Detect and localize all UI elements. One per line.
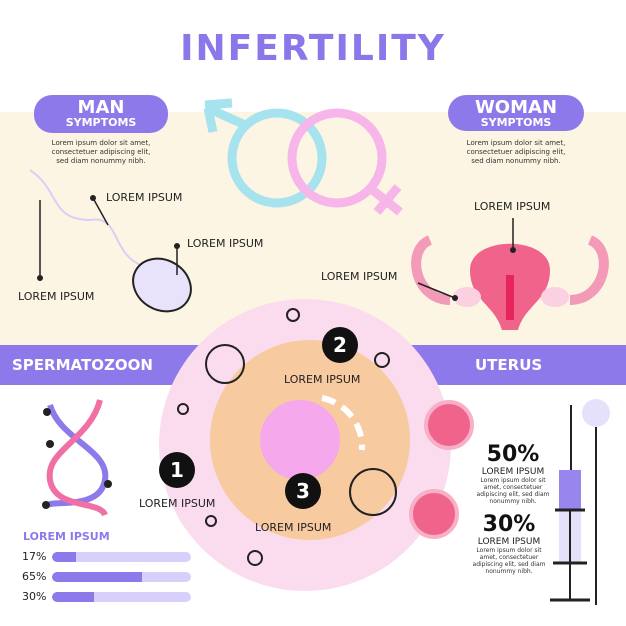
ring xyxy=(205,515,217,527)
man-label: LOREM IPSUM xyxy=(18,290,95,303)
progress-bar-fill xyxy=(52,572,143,582)
text-line: adipiscing elit, sed diam xyxy=(472,561,546,568)
ring xyxy=(374,352,390,368)
progress-bar xyxy=(52,572,191,582)
bar-percent-label: 17% xyxy=(22,550,47,563)
stat-label: LOREM IPSUM xyxy=(477,537,541,547)
woman-label: LOREM IPSUM xyxy=(474,200,551,213)
step-1-badge: 1 xyxy=(159,452,195,488)
dna-icon xyxy=(42,399,112,517)
progress-bar xyxy=(52,552,191,562)
page-title: INFERTILITY xyxy=(180,28,446,69)
ring xyxy=(205,344,245,384)
male-symbol-icon xyxy=(203,98,327,208)
ring xyxy=(247,550,263,566)
woman-description: Lorem ipsum dolor sit amet, consectetuer… xyxy=(440,139,592,166)
step-3-badge: 3 xyxy=(285,473,321,509)
stat-label: LOREM IPSUM xyxy=(481,467,545,477)
man-symptoms-pill: MAN SYMPTOMS xyxy=(34,95,168,133)
step-1-label: LOREM IPSUM xyxy=(139,497,216,510)
man-subheading: SYMPTOMS xyxy=(65,116,137,129)
stat-block: 50% LOREM IPSUM Lorem ipsum dolor sit am… xyxy=(470,442,556,505)
woman-subheading: SYMPTOMS xyxy=(480,116,552,129)
text-line: amet, consectetuer xyxy=(483,484,543,491)
ring xyxy=(286,308,300,322)
text-line: nonummy nibh. xyxy=(489,498,537,505)
man-label: LOREM IPSUM xyxy=(106,191,183,204)
bar-percent-label: 65% xyxy=(22,570,47,583)
text-line: consectetuer adipiscing elit, xyxy=(51,148,151,156)
text-line: Lorem ipsum dolor sit amet, xyxy=(466,139,566,147)
bars-title: LOREM IPSUM xyxy=(23,530,110,543)
progress-bar xyxy=(52,592,191,602)
stat-value: 50% xyxy=(486,442,540,467)
pink-cell xyxy=(424,400,474,450)
text-line: Lorem ipsum dolor sit xyxy=(476,547,542,554)
ring xyxy=(349,468,397,516)
text-line: amet, consectetuer xyxy=(479,554,539,561)
female-symbol-icon xyxy=(287,108,403,216)
man-description: Lorem ipsum dolor sit amet, consectetuer… xyxy=(20,139,182,166)
cell-arc xyxy=(321,395,366,451)
uterus-label: UTERUS xyxy=(475,356,543,374)
woman-label: LOREM IPSUM xyxy=(321,270,398,283)
uterus-icon xyxy=(411,235,609,330)
woman-heading: WOMAN xyxy=(474,97,558,118)
text-line: consectetuer adipiscing elit, xyxy=(466,148,566,156)
step-3-label: LOREM IPSUM xyxy=(255,521,332,534)
text-line: Lorem ipsum dolor sit amet, xyxy=(51,139,151,147)
stat-value: 30% xyxy=(482,512,536,537)
pink-cell xyxy=(409,489,459,539)
text-line: sed diam nonummy nibh. xyxy=(471,157,561,165)
step-2-label: LOREM IPSUM xyxy=(284,373,361,386)
progress-bar-fill xyxy=(52,592,94,602)
bar-percent-label: 30% xyxy=(22,590,47,603)
spermatozoon-label: SPERMATOZOON xyxy=(12,356,153,374)
text-line: Lorem ipsum dolor sit xyxy=(480,477,546,484)
syringe-icon xyxy=(550,399,610,605)
man-heading: MAN xyxy=(77,97,125,118)
stat-block: 30% LOREM IPSUM Lorem ipsum dolor sit am… xyxy=(466,512,552,575)
text-line: adipiscing elit, sed diam xyxy=(476,491,550,498)
ring xyxy=(177,403,189,415)
man-label: LOREM IPSUM xyxy=(187,237,264,250)
woman-symptoms-pill: WOMAN SYMPTOMS xyxy=(448,95,584,131)
text-line: sed diam nonummy nibh. xyxy=(56,157,146,165)
nucleus-circle xyxy=(260,400,340,480)
step-2-badge: 2 xyxy=(322,327,358,363)
progress-bar-fill xyxy=(52,552,76,562)
text-line: nonummy nibh. xyxy=(485,568,533,575)
